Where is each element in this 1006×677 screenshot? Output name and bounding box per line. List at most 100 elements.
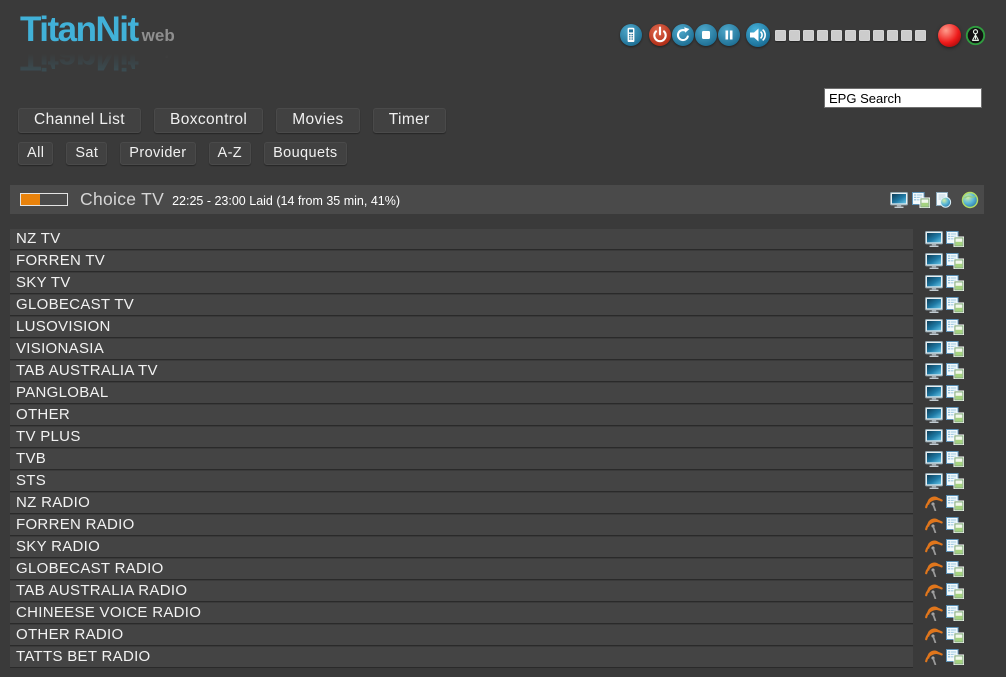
channel-name-bar[interactable]: TVB (10, 448, 913, 470)
volume-segment[interactable] (775, 29, 786, 41)
channel-name-bar[interactable]: TAB AUSTRALIA TV (10, 360, 913, 382)
volume-segment[interactable] (887, 29, 898, 41)
epg-list-icon[interactable] (946, 627, 964, 643)
radio-antenna-icon[interactable] (925, 495, 943, 511)
epg-list-icon[interactable] (946, 495, 964, 511)
radio-antenna-icon[interactable] (925, 517, 943, 533)
epg-list-icon[interactable] (946, 539, 964, 555)
epg-list-icon[interactable] (946, 649, 964, 665)
nav-channel-list[interactable]: Channel List (18, 108, 141, 133)
tv-monitor-icon[interactable] (925, 429, 943, 445)
tv-monitor-icon[interactable] (925, 297, 943, 313)
volume-mute-button[interactable] (746, 23, 770, 47)
radio-antenna-icon[interactable] (925, 561, 943, 577)
epg-list-icon[interactable] (946, 517, 964, 533)
filter-provider[interactable]: Provider (120, 142, 196, 165)
channel-name-bar[interactable]: FORREN TV (10, 250, 913, 272)
channel-name-bar[interactable]: OTHER RADIO (10, 624, 913, 646)
epg-list-icon[interactable] (946, 253, 964, 269)
current-epg-info: 22:25 - 23:00 Laid (14 from 35 min, 41%) (172, 194, 400, 208)
volume-segment[interactable] (789, 29, 800, 41)
volume-segment[interactable] (817, 29, 828, 41)
epg-list-icon[interactable] (946, 341, 964, 357)
tv-monitor-icon[interactable] (925, 231, 943, 247)
nav-movies[interactable]: Movies (276, 108, 360, 133)
globe-icon[interactable] (961, 191, 979, 209)
channel-name-bar[interactable]: GLOBECAST TV (10, 294, 913, 316)
filter-a-z[interactable]: A-Z (208, 142, 252, 165)
channel-name-bar[interactable]: TATTS BET RADIO (10, 646, 913, 668)
epg-list-icon[interactable] (946, 385, 964, 401)
channel-name-bar[interactable]: VISIONASIA (10, 338, 913, 360)
power-button[interactable] (649, 24, 671, 46)
volume-segment[interactable] (803, 29, 814, 41)
channel-name: TAB AUSTRALIA TV (16, 362, 158, 379)
pause-button[interactable] (718, 24, 740, 46)
channel-name-bar[interactable]: PANGLOBAL (10, 382, 913, 404)
radio-antenna-icon[interactable] (925, 605, 943, 621)
filter-bouquets[interactable]: Bouquets (264, 142, 347, 165)
volume-segment[interactable] (901, 29, 912, 41)
volume-segment[interactable] (915, 29, 926, 41)
nav-boxcontrol[interactable]: Boxcontrol (153, 108, 264, 133)
channel-row: NZ TV (10, 228, 964, 250)
epg-list-icon[interactable] (946, 605, 964, 621)
channel-row: GLOBECAST RADIO (10, 558, 964, 580)
channel-name-bar[interactable]: NZ TV (10, 228, 913, 250)
remote-control-button[interactable] (620, 24, 642, 46)
tv-monitor-icon[interactable] (925, 253, 943, 269)
channel-name-bar[interactable]: STS (10, 470, 913, 492)
radio-antenna-icon[interactable] (925, 539, 943, 555)
restart-button[interactable] (672, 24, 694, 46)
volume-segment[interactable] (859, 29, 870, 41)
volume-segment[interactable] (845, 29, 856, 41)
tv-monitor-icon[interactable] (925, 385, 943, 401)
web-epg-icon[interactable] (934, 192, 952, 208)
volume-level-bar[interactable] (775, 29, 929, 41)
channel-name-bar[interactable]: NZ RADIO (10, 492, 913, 514)
epg-list-icon[interactable] (946, 429, 964, 445)
epg-search-input[interactable] (824, 88, 982, 108)
radio-antenna-icon[interactable] (925, 627, 943, 643)
epg-list-icon[interactable] (946, 319, 964, 335)
epg-list-icon[interactable] (946, 583, 964, 599)
tv-monitor-icon[interactable] (890, 192, 908, 208)
radio-antenna-icon[interactable] (925, 649, 943, 665)
tv-monitor-icon[interactable] (925, 473, 943, 489)
channel-name-bar[interactable]: LUSOVISION (10, 316, 913, 338)
channel-name-bar[interactable]: GLOBECAST RADIO (10, 558, 913, 580)
epg-list-icon[interactable] (946, 561, 964, 577)
channel-name-bar[interactable]: FORREN RADIO (10, 514, 913, 536)
epg-list-icon[interactable] (946, 275, 964, 291)
epg-list-icon[interactable] (946, 407, 964, 423)
channel-name-bar[interactable]: SKY TV (10, 272, 913, 294)
tv-monitor-icon[interactable] (925, 319, 943, 335)
channel-name-bar[interactable]: TAB AUSTRALIA RADIO (10, 580, 913, 602)
epg-list-icon[interactable] (912, 192, 930, 208)
channel-name: CHINEESE VOICE RADIO (16, 604, 202, 621)
epg-list-icon[interactable] (946, 451, 964, 467)
tv-monitor-icon[interactable] (925, 275, 943, 291)
tv-monitor-icon[interactable] (925, 341, 943, 357)
channel-name-bar[interactable]: OTHER (10, 404, 913, 426)
tv-monitor-icon[interactable] (925, 451, 943, 467)
channel-name-bar[interactable]: SKY RADIO (10, 536, 913, 558)
channel-row: OTHER RADIO (10, 624, 964, 646)
filter-all[interactable]: All (18, 142, 54, 165)
volume-segment[interactable] (873, 29, 884, 41)
stop-button[interactable] (695, 24, 717, 46)
epg-list-icon[interactable] (946, 297, 964, 313)
epg-list-icon[interactable] (946, 473, 964, 489)
filter-sat[interactable]: Sat (66, 142, 108, 165)
epg-list-icon[interactable] (946, 363, 964, 379)
nav-timer[interactable]: Timer (372, 108, 446, 133)
epg-list-icon[interactable] (946, 231, 964, 247)
channel-name-bar[interactable]: CHINEESE VOICE RADIO (10, 602, 913, 624)
tv-monitor-icon[interactable] (925, 363, 943, 379)
tv-monitor-icon[interactable] (925, 407, 943, 423)
volume-segment[interactable] (831, 29, 842, 41)
channel-name-bar[interactable]: TV PLUS (10, 426, 913, 448)
logo-reflection: TitanNit web (20, 38, 175, 77)
radio-antenna-icon[interactable] (925, 583, 943, 599)
